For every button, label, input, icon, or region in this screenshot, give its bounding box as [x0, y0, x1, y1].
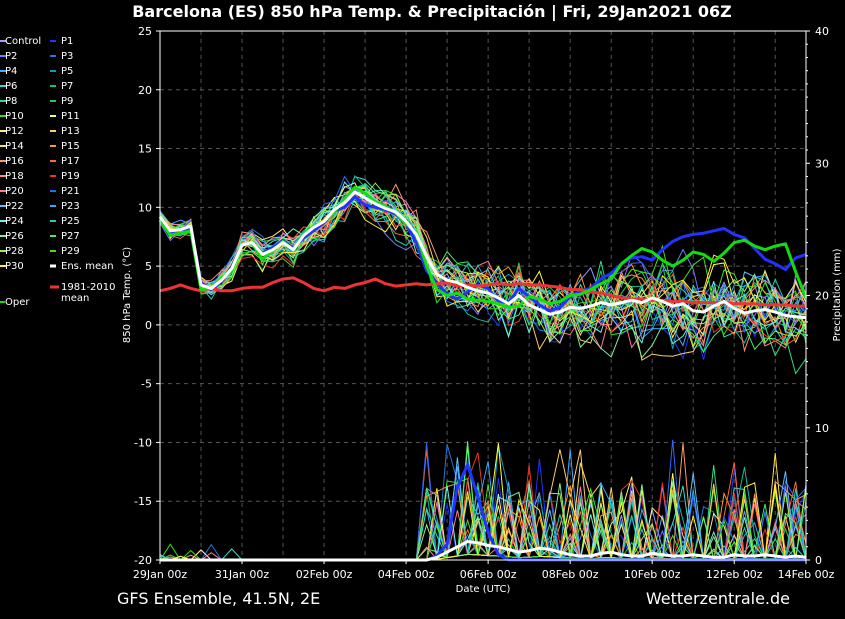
- series-line: [158, 190, 807, 320]
- chart-title: Barcelona (ES) 850 hPa Temp. & Precipita…: [132, 2, 732, 22]
- legend-label: P30: [5, 261, 24, 272]
- y2-tick-label: 30: [815, 157, 829, 170]
- y2-tick-label: 40: [815, 25, 829, 38]
- y2-tick-label: 20: [815, 290, 829, 303]
- highlight-series: [158, 185, 808, 320]
- legend-label: P24: [5, 216, 24, 227]
- y2-tick-label: 0: [815, 554, 822, 567]
- series-line: [159, 276, 806, 308]
- legend-label: P29: [61, 246, 80, 257]
- legend-label: P19: [61, 171, 80, 182]
- x-tick-label: 31Jan 00z: [215, 568, 269, 581]
- x-axis-label: Date (UTC): [456, 584, 511, 595]
- legend-label: P4: [5, 66, 17, 77]
- legend-label: P17: [61, 156, 80, 167]
- legend-label: P16: [5, 156, 24, 167]
- legend-label: P9: [61, 96, 73, 107]
- series-line: [158, 185, 808, 309]
- footer-model: GFS Ensemble, 41.5N, 2E: [117, 589, 320, 608]
- y-tick-label: -5: [141, 378, 152, 391]
- x-tick-label: 04Feb 00z: [378, 568, 435, 581]
- y-tick-label: 25: [138, 25, 152, 38]
- legend-label: Ens. mean: [61, 261, 114, 272]
- legend-label: 1981-2010 mean: [61, 282, 116, 304]
- legend-label: P21: [61, 186, 80, 197]
- y2-axis-label: Precipitation (mm): [832, 248, 843, 341]
- x-tick-label: 29Jan 00z: [133, 568, 187, 581]
- legend-label: P12: [5, 126, 24, 137]
- y-tick-label: 15: [138, 143, 152, 156]
- y-tick-label: 0: [145, 319, 152, 332]
- legend-label: P22: [5, 201, 24, 212]
- legend-label: P27: [61, 231, 80, 242]
- legend-label: P25: [61, 216, 80, 227]
- legend: Control P1 P2 P3 P4 P5 P6 P7 P8 P9 P10 P11 P12 P13 P14…: [0, 36, 116, 308]
- legend-label: P26: [5, 231, 24, 242]
- y2-tick-label: 10: [815, 422, 829, 435]
- y2-axis-ticks: 40 30 20 10 0: [806, 25, 829, 567]
- legend-label: P2: [5, 51, 17, 62]
- legend-label: P10: [5, 111, 24, 122]
- legend-label: P15: [61, 141, 80, 152]
- legend-label: P18: [5, 171, 24, 182]
- y-tick-label: -15: [134, 495, 152, 508]
- y-axis-ticks: 25 20 15 10 5 0 -5 -10 -15 -20: [134, 25, 160, 567]
- x-tick-label: 08Feb 00z: [542, 568, 599, 581]
- y-tick-label: 20: [138, 84, 152, 97]
- legend-label: P6: [5, 81, 17, 92]
- ensemble-member-temp-line: [159, 181, 807, 345]
- legend-label: P28: [5, 246, 24, 257]
- footer-source: Wetterzentrale.de: [646, 589, 790, 608]
- legend-label: P20: [5, 186, 24, 197]
- legend-label: Control: [5, 36, 41, 47]
- legend-label: P3: [61, 51, 73, 62]
- legend-label: P11: [61, 111, 80, 122]
- x-tick-label: 14Feb 00z: [778, 568, 835, 581]
- y-axis-label: 850 hPa Temp. (°C): [122, 247, 133, 343]
- y-tick-label: -20: [134, 554, 152, 567]
- y-tick-label: -10: [134, 436, 152, 449]
- x-tick-label: 12Feb 00z: [706, 568, 763, 581]
- legend-label: Oper: [5, 297, 30, 308]
- x-tick-label: 02Feb 00z: [296, 568, 353, 581]
- legend-label: P7: [61, 81, 73, 92]
- y-tick-label: 5: [145, 260, 152, 273]
- y-tick-label: 10: [138, 201, 152, 214]
- ensemble-member-temp-line: [159, 199, 807, 329]
- legend-label: P23: [61, 201, 80, 212]
- x-tick-label: 10Feb 00z: [624, 568, 681, 581]
- legend-label: P13: [61, 126, 80, 137]
- x-axis-ticks: 29Jan 00z 31Jan 00z 02Feb 00z 04Feb 00z 06Fe…: [133, 560, 835, 581]
- ensemble-member-temp-line: [159, 194, 807, 353]
- legend-label: P1: [61, 36, 73, 47]
- legend-label: P14: [5, 141, 24, 152]
- legend-label: P8: [5, 96, 17, 107]
- legend-label: P5: [61, 66, 73, 77]
- x-tick-label: 06Feb 00z: [460, 568, 517, 581]
